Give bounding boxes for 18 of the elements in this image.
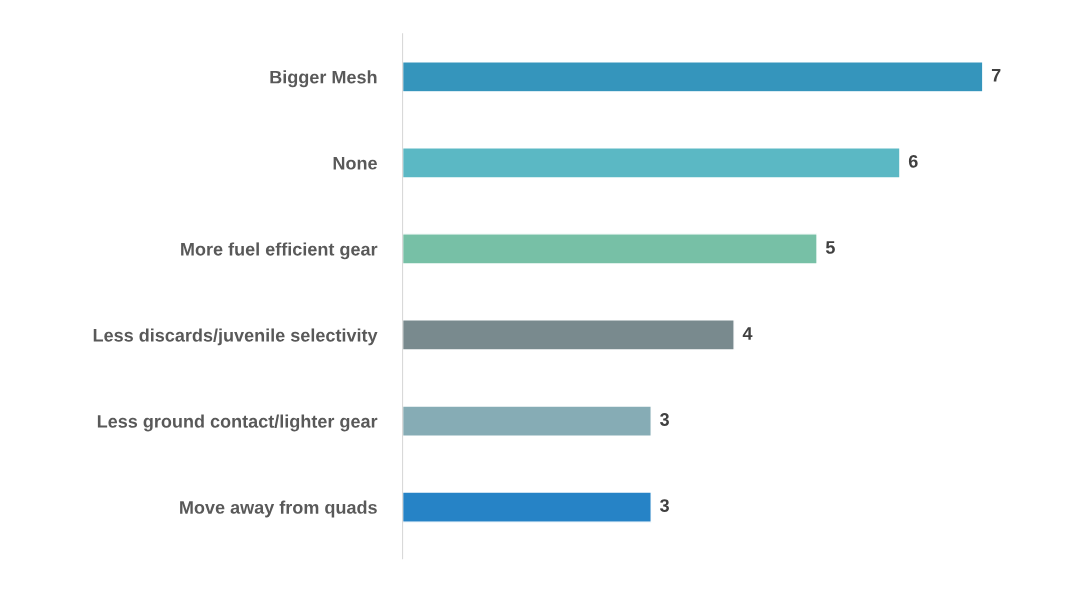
- data-label: 5: [825, 241, 835, 254]
- y-tick-label: Move away from quads: [180, 500, 377, 518]
- y-tick-label: None: [333, 156, 377, 170]
- bar: [402, 61, 984, 93]
- data-label: 7: [991, 69, 1001, 82]
- data-label: 4: [742, 327, 753, 340]
- bar: [402, 319, 735, 351]
- y-tick-label: More fuel efficient gear: [181, 242, 378, 260]
- y-tick-label: Less ground contact/lighter gear: [97, 414, 378, 432]
- data-label: 3: [659, 413, 669, 426]
- bar: [402, 405, 652, 437]
- y-tick-label: Less discards/juvenile selectivity: [93, 328, 378, 346]
- bar: [402, 147, 901, 179]
- bar: [402, 233, 818, 265]
- y-tick-label: Bigger Mesh: [270, 70, 377, 88]
- bar: [402, 491, 652, 523]
- data-label: 3: [659, 499, 669, 512]
- data-label: 6: [908, 154, 918, 168]
